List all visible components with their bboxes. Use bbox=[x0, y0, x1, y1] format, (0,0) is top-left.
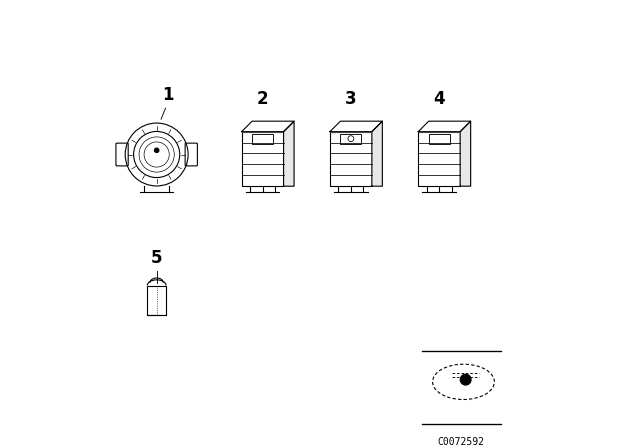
Polygon shape bbox=[284, 121, 294, 186]
Bar bbox=[429, 134, 450, 143]
Circle shape bbox=[155, 148, 159, 152]
Text: 3: 3 bbox=[345, 90, 356, 108]
Text: 4: 4 bbox=[433, 90, 445, 108]
Text: 5: 5 bbox=[151, 249, 163, 267]
Polygon shape bbox=[460, 121, 470, 186]
Bar bbox=[330, 132, 372, 186]
Bar bbox=[252, 134, 273, 143]
Text: 2: 2 bbox=[257, 90, 268, 108]
Polygon shape bbox=[330, 121, 382, 132]
Bar bbox=[242, 132, 284, 186]
Bar bbox=[418, 132, 460, 186]
Bar bbox=[340, 134, 362, 143]
Bar bbox=[147, 285, 166, 315]
Text: 1: 1 bbox=[162, 86, 173, 104]
Circle shape bbox=[460, 375, 471, 385]
Text: C0072592: C0072592 bbox=[438, 437, 484, 447]
Polygon shape bbox=[372, 121, 382, 186]
Polygon shape bbox=[242, 121, 294, 132]
Polygon shape bbox=[418, 121, 470, 132]
